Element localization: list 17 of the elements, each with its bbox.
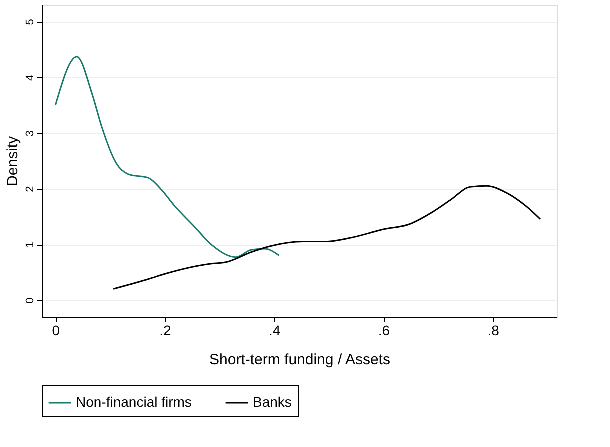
line-series — [54, 56, 280, 258]
x-tick-label: .4 — [269, 322, 281, 338]
x-tick-label: .6 — [378, 322, 390, 338]
legend-label: Banks — [253, 394, 292, 410]
x-tick-label: .8 — [488, 322, 500, 338]
x-tick-label: .2 — [160, 322, 172, 338]
y-tick-label: 0 — [24, 298, 36, 304]
y-tick-label: 5 — [24, 19, 36, 26]
y-tick-label: 1 — [24, 242, 36, 248]
y-tick-label: 4 — [24, 74, 36, 81]
legend-label: Non-financial firms — [76, 394, 192, 410]
y-tick-label: 3 — [24, 130, 36, 137]
y-axis-title: Density — [4, 136, 22, 187]
x-tick-label: 0 — [52, 322, 60, 338]
y-tick-label: 2 — [24, 186, 36, 192]
x-axis-title: Short-term funding / Assets — [210, 352, 390, 368]
line-series — [112, 185, 542, 290]
